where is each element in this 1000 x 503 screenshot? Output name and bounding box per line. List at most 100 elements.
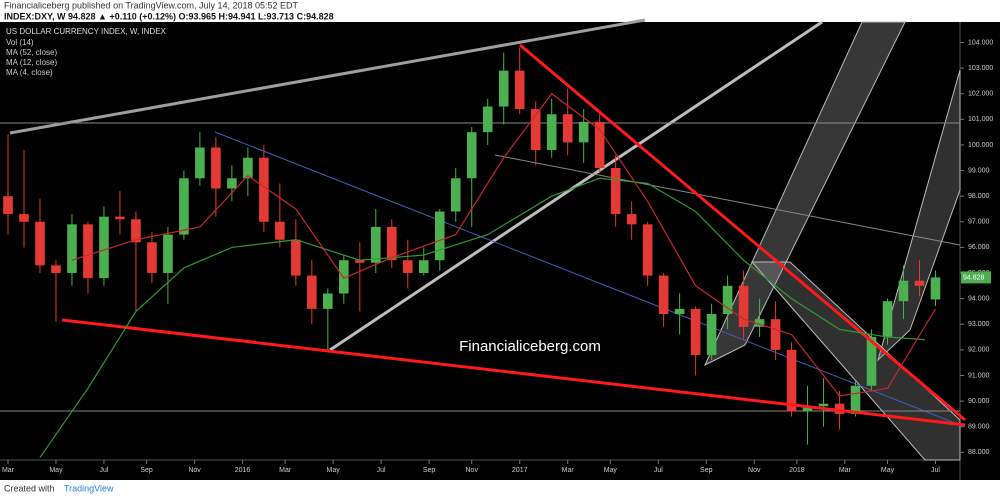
candle-body bbox=[850, 385, 861, 414]
candle-body bbox=[722, 285, 733, 314]
x-tick-label: Nov bbox=[748, 467, 761, 474]
x-tick-label: Nov bbox=[466, 467, 479, 474]
candle-body bbox=[626, 214, 637, 225]
candle-body bbox=[355, 260, 365, 263]
candle-body bbox=[227, 178, 237, 189]
trend-line bbox=[519, 43, 966, 422]
candle-body bbox=[243, 157, 253, 179]
candle-body bbox=[131, 219, 141, 243]
candle-body bbox=[323, 293, 333, 309]
chart-title: US DOLLAR CURRENCY INDEX, W, INDEX bbox=[6, 27, 167, 36]
last-price: 94.828 bbox=[963, 274, 985, 281]
x-tick-label: Nov bbox=[188, 467, 201, 474]
trend-line bbox=[214, 131, 961, 426]
x-tick-label: Jul bbox=[654, 467, 663, 474]
candle-body bbox=[386, 226, 397, 261]
x-tick-label: Mar bbox=[562, 467, 575, 474]
x-tick-label: Jul bbox=[377, 467, 386, 474]
candle-body bbox=[610, 168, 621, 215]
y-tick-label: 93.000 bbox=[968, 321, 990, 328]
quote: INDEX:DXY, W 94.828 ▲ +0.110 (+0.12%) O:… bbox=[4, 11, 334, 21]
legend-item: MA (12, close) bbox=[6, 58, 57, 67]
channel bbox=[877, 69, 961, 362]
candle-body bbox=[658, 275, 669, 314]
candle-body bbox=[706, 314, 717, 355]
candle-body bbox=[738, 285, 749, 327]
trend-line bbox=[494, 154, 961, 246]
candle-body bbox=[882, 301, 893, 338]
moving-average bbox=[39, 177, 925, 458]
candle-body bbox=[450, 178, 461, 212]
y-tick-label: 89.000 bbox=[968, 424, 990, 431]
x-tick-label: Mar bbox=[279, 467, 292, 474]
candle-body bbox=[434, 211, 445, 261]
footer-text: Created with bbox=[4, 483, 55, 493]
legend-item: MA (52, close) bbox=[6, 48, 57, 57]
candle-body bbox=[3, 196, 13, 215]
overlay-lines bbox=[39, 43, 966, 458]
watermark: Financialiceberg.com bbox=[459, 338, 601, 355]
candle-body bbox=[35, 221, 45, 266]
candle-body bbox=[498, 70, 509, 107]
x-tick-label: May bbox=[604, 467, 618, 474]
y-tick-label: 101.000 bbox=[968, 116, 993, 123]
x-tick-label: May bbox=[327, 467, 341, 474]
x-tick-label: Jul bbox=[931, 467, 940, 474]
candle-body bbox=[578, 121, 589, 143]
candle-body bbox=[690, 308, 701, 355]
candle-body bbox=[370, 226, 381, 263]
candle-body bbox=[546, 114, 557, 151]
candle-body bbox=[99, 216, 109, 279]
x-tick-label: 2018 bbox=[789, 467, 805, 474]
candle-body bbox=[770, 319, 781, 350]
candle-body bbox=[307, 275, 317, 309]
candle-body bbox=[67, 224, 77, 274]
candle-body bbox=[83, 224, 93, 279]
x-tick-label: May bbox=[881, 467, 895, 474]
candle-body bbox=[115, 216, 125, 220]
candle-body bbox=[866, 337, 877, 386]
candle-body bbox=[562, 114, 573, 143]
candle-body bbox=[594, 121, 605, 168]
candle-body bbox=[482, 106, 493, 133]
y-tick-label: 91.000 bbox=[968, 372, 990, 379]
trend-line bbox=[9, 18, 646, 135]
y-tick-label: 92.000 bbox=[968, 347, 990, 354]
y-tick-label: 100.000 bbox=[968, 142, 993, 149]
x-tick-label: Jul bbox=[99, 467, 108, 474]
y-tick-label: 104.000 bbox=[968, 39, 993, 46]
candle-body bbox=[530, 109, 541, 151]
candle-body bbox=[642, 224, 653, 276]
trend-line bbox=[329, 20, 823, 352]
y-tick-label: 96.000 bbox=[968, 244, 990, 251]
candle-body bbox=[275, 221, 285, 240]
y-tick-label: 88.000 bbox=[968, 449, 990, 456]
candle-body bbox=[674, 308, 685, 314]
candle-body bbox=[51, 265, 61, 274]
drawings bbox=[0, 18, 961, 461]
candle-body bbox=[754, 319, 765, 327]
x-tick-label: Mar bbox=[2, 467, 15, 474]
moving-average bbox=[71, 92, 936, 397]
footer-brand[interactable]: TradingView bbox=[64, 483, 114, 493]
y-tick-label: 98.000 bbox=[968, 193, 990, 200]
candle-body bbox=[291, 239, 301, 276]
candle-body bbox=[818, 403, 829, 407]
candle-body bbox=[179, 178, 189, 235]
x-tick-label: Sep bbox=[140, 467, 153, 474]
candle-body bbox=[930, 277, 941, 300]
last-price-tag bbox=[961, 271, 991, 284]
x-tick-label: Mar bbox=[839, 467, 852, 474]
candle-body bbox=[195, 147, 205, 179]
channel bbox=[703, 21, 906, 367]
x-tick-label: 2017 bbox=[512, 467, 528, 474]
candle-body bbox=[259, 157, 269, 222]
y-tick-label: 102.000 bbox=[968, 91, 993, 98]
y-tick-label: 103.000 bbox=[968, 65, 993, 72]
candles bbox=[3, 47, 941, 445]
y-tick-label: 99.000 bbox=[968, 167, 990, 174]
candle-body bbox=[914, 280, 925, 286]
candle-body bbox=[418, 260, 429, 274]
candle-body bbox=[898, 280, 909, 302]
